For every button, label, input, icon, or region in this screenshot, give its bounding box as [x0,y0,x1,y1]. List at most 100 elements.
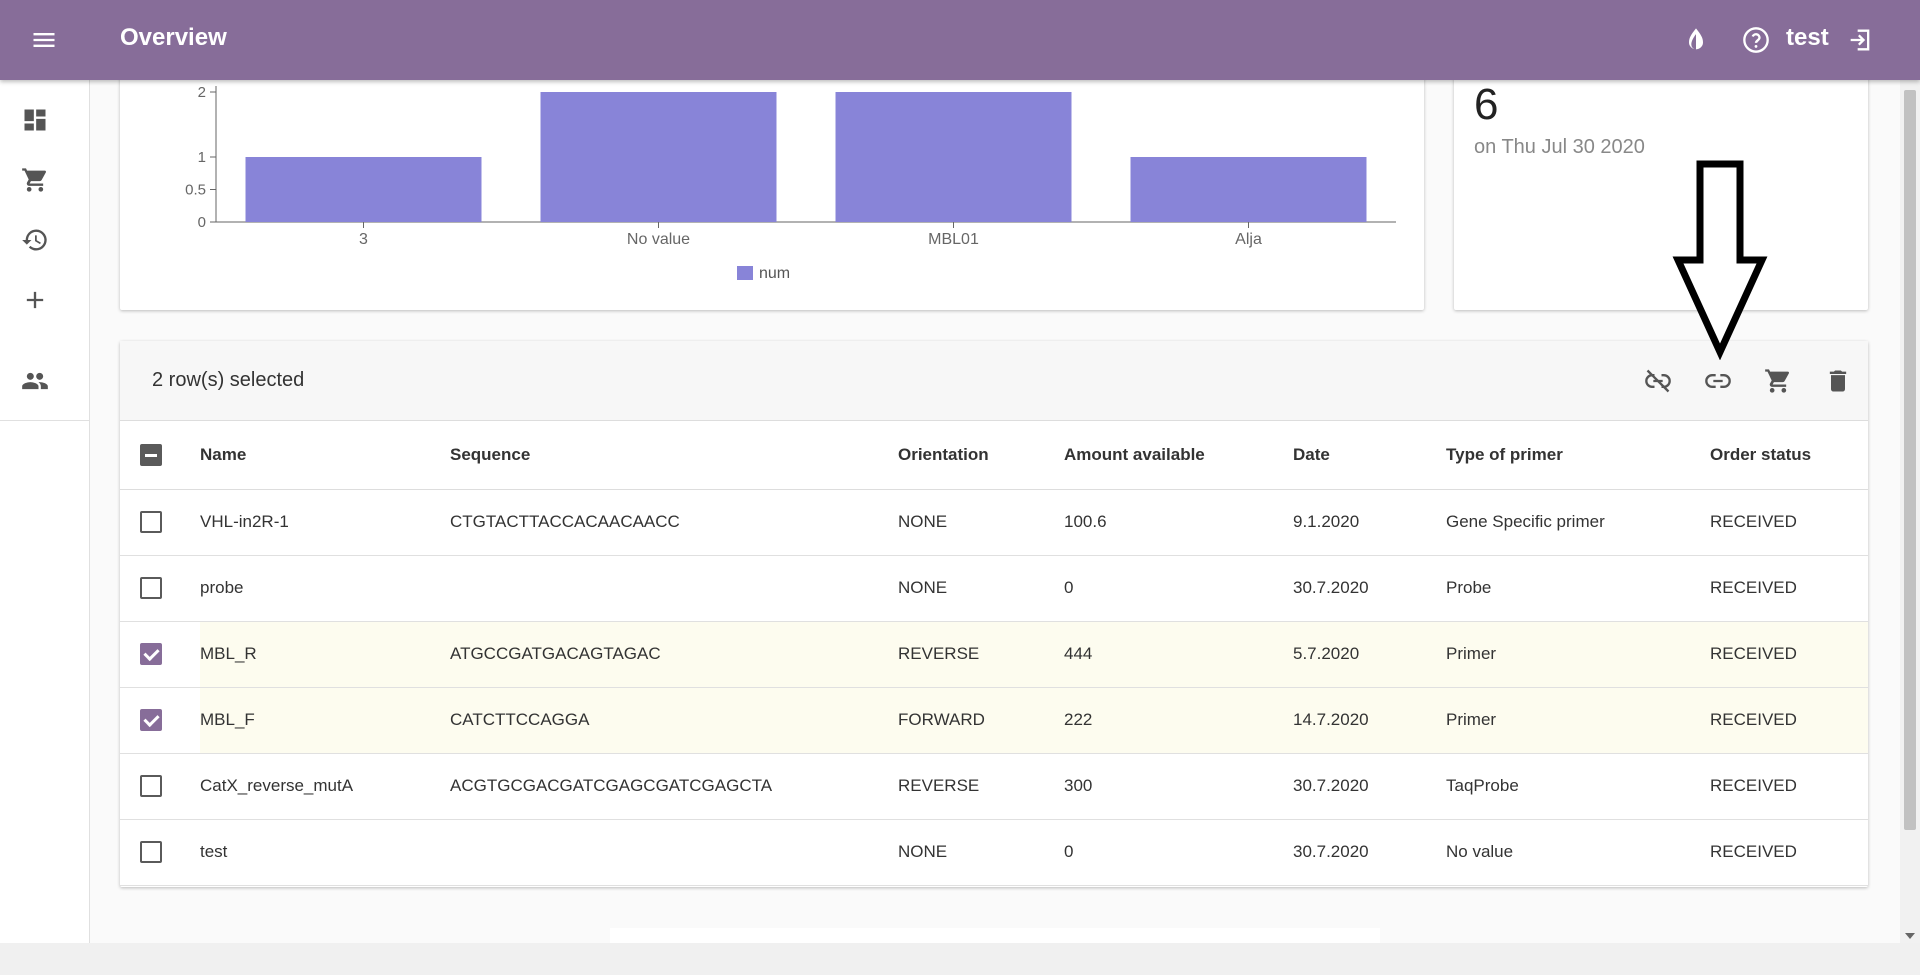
table-cell: 0 [1064,819,1293,886]
chart-bar [540,92,777,222]
table-cell: CATCTTCCAGGA [450,687,898,754]
menu-icon[interactable] [30,26,58,54]
table-cell: 9.1.2020 [1293,489,1446,556]
table-cell [450,819,898,886]
table-cell: Gene Specific primer [1446,489,1710,556]
table-row[interactable]: probe NONE 0 30.7.2020 Probe RECEIVED [120,555,1868,622]
table-cell: RECEIVED [1710,819,1868,886]
logout-icon[interactable] [1846,26,1874,54]
legend-swatch [737,266,753,280]
add-to-cart-icon[interactable] [1764,367,1792,395]
table-cell: probe [200,555,450,622]
table-cell: RECEIVED [1710,555,1868,622]
delete-icon[interactable] [1824,367,1852,395]
page-scrollbar[interactable] [1900,80,1920,943]
table-row[interactable]: CatX_reverse_mutA ACGTGCGACGATCGAGCGATCGA… [120,753,1868,820]
table-cell: 30.7.2020 [1293,819,1446,886]
y-tick-label: 0 [198,214,206,231]
table-cell: REVERSE [898,621,1064,688]
link-icon[interactable] [1704,367,1732,395]
chart-card: 0 0.5 1 2 3 No value MBL01 Alja num [120,60,1424,310]
row-checkbox[interactable] [140,709,162,731]
table-cell: CTGTACTTACCACAACAACC [450,489,898,556]
table-cell: MBL_F [200,687,450,754]
table-cell: NONE [898,489,1064,556]
sidebar-divider [0,420,89,421]
table-cell: 222 [1064,687,1293,754]
table-cell: RECEIVED [1710,753,1868,820]
column-header[interactable]: Sequence [450,421,898,490]
table-row[interactable]: test NONE 0 30.7.2020 No value RECEIVED [120,819,1868,886]
column-header[interactable]: Name [200,421,450,490]
table-cell [450,555,898,622]
table-cell: RECEIVED [1710,687,1868,754]
selection-count: 2 row(s) selected [152,369,305,391]
table-cell: NONE [898,555,1064,622]
sidebar [0,80,90,943]
table-cell: CatX_reverse_mutA [200,753,450,820]
chart-bar [1130,157,1367,222]
scrollbar-thumb[interactable] [1904,90,1916,830]
user-name[interactable]: test [1786,24,1829,51]
primer-table: Name Sequence Orientation Amount availab… [120,421,1868,886]
cart-icon[interactable] [21,166,49,194]
people-icon[interactable] [21,367,49,395]
selection-toolbar: 2 row(s) selected [120,341,1868,421]
row-checkbox[interactable] [140,577,162,599]
unlink-icon[interactable] [1644,367,1672,395]
table-cell: NONE [898,819,1064,886]
column-header[interactable]: Date [1293,421,1446,490]
table-cell: 30.7.2020 [1293,753,1446,820]
table-cell: ATGCCGATGACAGTAGAC [450,621,898,688]
y-tick-label: 2 [198,84,206,101]
table-cell: 300 [1064,753,1293,820]
table-cell: Primer [1446,687,1710,754]
table-cell: ACGTGCGACGATCGAGCGATCGAGCTA [450,753,898,820]
row-checkbox[interactable] [140,511,162,533]
theme-toggle-icon[interactable] [1682,26,1710,54]
table-row[interactable]: MBL_F CATCTTCCAGGA FORWARD 222 14.7.2020 Prim… [120,687,1868,754]
bottom-strip [0,943,1920,975]
column-header[interactable]: Type of primer [1446,421,1710,490]
table-row[interactable]: MBL_R ATGCCGATGACAGTAGAC REVERSE 444 5.7.202… [120,621,1868,688]
table-cell: REVERSE [898,753,1064,820]
chart-bar [245,157,482,222]
select-all-checkbox[interactable] [140,443,162,466]
table-cell: MBL_R [200,621,450,688]
stat-card: 6 on Thu Jul 30 2020 [1454,60,1868,310]
x-tick-label: MBL01 [928,231,979,248]
legend-label: num [759,265,790,282]
y-tick-label: 1 [198,149,206,166]
chart-bar [835,92,1072,222]
table-cell: TaqProbe [1446,753,1710,820]
table-card: 2 row(s) selected Name Sequence Orientat… [120,341,1868,887]
history-icon[interactable] [21,226,49,254]
row-checkbox[interactable] [140,775,162,797]
add-icon[interactable] [21,286,49,314]
dashboard-icon[interactable] [21,106,49,134]
app-bar: Overview test [0,0,1920,80]
column-header[interactable]: Order status [1710,421,1868,490]
x-tick-label: No value [627,231,690,248]
table-cell: Probe [1446,555,1710,622]
footer-bar [610,928,1380,943]
row-checkbox[interactable] [140,643,162,665]
table-header-row: Name Sequence Orientation Amount availab… [120,421,1868,490]
scroll-down-arrow[interactable] [1905,933,1915,939]
annotation-arrow [1672,160,1768,360]
table-cell: test [200,819,450,886]
y-tick-label: 0.5 [185,182,206,199]
bar-chart: 0 0.5 1 2 3 No value MBL01 Alja num [185,84,1396,282]
column-header[interactable]: Amount available [1064,421,1293,490]
table-cell: FORWARD [898,687,1064,754]
stat-value: 6 [1474,80,1499,129]
table-row[interactable]: VHL-in2R-1 CTGTACTTACCACAACAACC NONE 100.6 9… [120,489,1868,556]
x-tick-label: 3 [359,231,368,248]
column-header[interactable]: Orientation [898,421,1064,490]
row-checkbox[interactable] [140,841,162,863]
table-cell: 5.7.2020 [1293,621,1446,688]
table-cell: 30.7.2020 [1293,555,1446,622]
table-cell: 14.7.2020 [1293,687,1446,754]
help-icon[interactable] [1742,26,1770,54]
table-cell: 444 [1064,621,1293,688]
